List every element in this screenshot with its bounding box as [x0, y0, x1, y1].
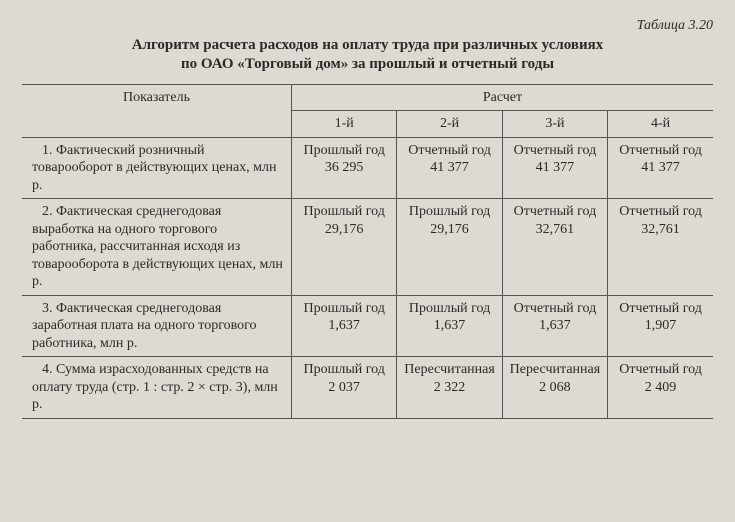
header-indicator: Показатель	[22, 84, 291, 137]
cell: Прошлый год 29,176	[291, 199, 396, 296]
cell-year: Прошлый год	[298, 361, 390, 379]
cell: Прошлый год 1,637	[397, 295, 502, 357]
row-label: 2. Фактическая среднегодовая выработка н…	[22, 199, 291, 296]
title-line-2: по ОАО «Торговый дом» за прошлый и отчет…	[181, 56, 554, 72]
cell-year: Пересчитанная	[509, 361, 601, 379]
cell: Отчетный год 41 377	[608, 137, 713, 199]
cell: Пересчитанная 2 322	[397, 357, 502, 419]
cell-year: Отчетный год	[614, 361, 707, 379]
data-table: Показатель Расчет 1-й 2-й 3-й 4-й 1. Фак…	[22, 84, 713, 419]
cell-year: Прошлый год	[298, 203, 390, 221]
cell-year: Прошлый год	[298, 142, 390, 160]
cell-value: 2 409	[614, 379, 707, 397]
cell: Отчетный год 1,907	[608, 295, 713, 357]
cell-value: 1,637	[403, 317, 495, 335]
cell: Отчетный год 41 377	[502, 137, 607, 199]
cell: Отчетный год 2 409	[608, 357, 713, 419]
cell-year: Отчетный год	[509, 203, 601, 221]
cell-value: 1,637	[509, 317, 601, 335]
cell-value: 36 295	[298, 159, 390, 177]
cell-value: 2 037	[298, 379, 390, 397]
row-label: 4. Сумма израсходованных средств на опла…	[22, 357, 291, 419]
cell-year: Отчетный год	[403, 142, 495, 160]
header-col-4: 4-й	[608, 111, 713, 138]
cell-year: Прошлый год	[403, 203, 495, 221]
title-line-1: Алгоритм расчета расходов на оплату труд…	[132, 37, 604, 53]
cell-value: 41 377	[614, 159, 707, 177]
cell: Прошлый год 36 295	[291, 137, 396, 199]
cell-value: 1,637	[298, 317, 390, 335]
cell-year: Отчетный год	[614, 203, 707, 221]
cell-value: 29,176	[298, 221, 390, 239]
cell-year: Отчетный год	[614, 300, 707, 318]
header-col-2: 2-й	[397, 111, 502, 138]
cell: Прошлый год 29,176	[397, 199, 502, 296]
row-label: 3. Фактическая среднегодовая заработная …	[22, 295, 291, 357]
cell: Отчетный год 41 377	[397, 137, 502, 199]
header-calc: Расчет	[291, 84, 713, 111]
cell-year: Прошлый год	[403, 300, 495, 318]
cell: Прошлый год 1,637	[291, 295, 396, 357]
cell-value: 41 377	[509, 159, 601, 177]
cell-year: Отчетный год	[509, 300, 601, 318]
cell-value: 41 377	[403, 159, 495, 177]
header-col-3: 3-й	[502, 111, 607, 138]
cell-value: 32,761	[614, 221, 707, 239]
cell-value: 2 322	[403, 379, 495, 397]
cell-value: 29,176	[403, 221, 495, 239]
cell-year: Пересчитанная	[403, 361, 495, 379]
cell: Отчетный год 1,637	[502, 295, 607, 357]
row-label: 1. Фактический розничный товарооборот в …	[22, 137, 291, 199]
cell-value: 32,761	[509, 221, 601, 239]
cell-year: Прошлый год	[298, 300, 390, 318]
cell-year: Отчетный год	[509, 142, 601, 160]
table-caption: Таблица 3.20	[22, 18, 713, 34]
cell: Пересчитанная 2 068	[502, 357, 607, 419]
cell-value: 1,907	[614, 317, 707, 335]
cell: Отчетный год 32,761	[502, 199, 607, 296]
header-col-1: 1-й	[291, 111, 396, 138]
table-title: Алгоритм расчета расходов на оплату труд…	[22, 36, 713, 74]
cell: Прошлый год 2 037	[291, 357, 396, 419]
cell: Отчетный год 32,761	[608, 199, 713, 296]
cell-year: Отчетный год	[614, 142, 707, 160]
cell-value: 2 068	[509, 379, 601, 397]
